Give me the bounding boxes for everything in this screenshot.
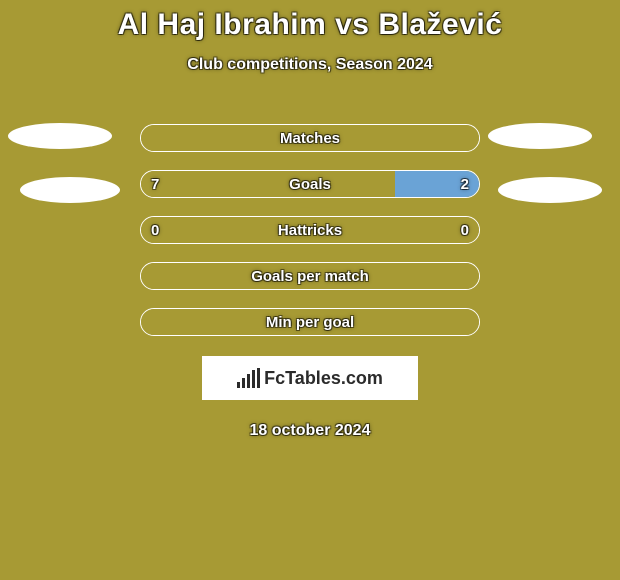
source-badge-inner: FcTables.com [237,368,383,389]
stat-left-value: 0 [151,217,159,243]
stat-row: Matches [140,124,480,152]
player-left-marker-2 [20,177,120,203]
stat-left-fill [141,171,395,197]
date-text: 18 october 2024 [0,422,620,440]
stat-right-value: 0 [461,217,469,243]
stat-bar [141,125,479,151]
stat-bar [141,171,479,197]
player-left-marker-1 [8,123,112,149]
stat-bar [141,309,479,335]
stat-row: 7 Goals 2 [140,170,480,198]
player-right-marker-2 [498,177,602,203]
stat-left-fill [141,263,479,289]
source-badge: FcTables.com [202,356,418,400]
stat-bar [141,217,479,243]
stat-left-fill [141,217,479,243]
stat-right-value: 2 [461,171,469,197]
stat-left-value: 7 [151,171,159,197]
stats-list: Matches 7 Goals 2 0 Hattricks 0 Goals pe… [140,124,480,336]
stat-row: Goals per match [140,262,480,290]
page-title: Al Haj Ibrahim vs Blažević [0,0,620,42]
stat-left-fill [141,309,479,335]
stat-bar [141,263,479,289]
stat-left-fill [141,125,479,151]
stat-row: Min per goal [140,308,480,336]
stat-row: 0 Hattricks 0 [140,216,480,244]
subtitle: Club competitions, Season 2024 [0,56,620,74]
bars-icon [237,368,260,388]
player-right-marker-1 [488,123,592,149]
source-badge-text: FcTables.com [264,368,383,389]
comparison-card: Al Haj Ibrahim vs Blažević Club competit… [0,0,620,580]
